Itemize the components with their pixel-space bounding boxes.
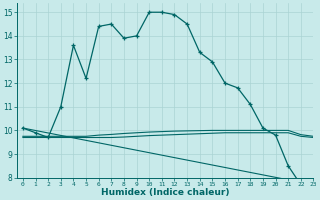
X-axis label: Humidex (Indice chaleur): Humidex (Indice chaleur) [101, 188, 229, 197]
